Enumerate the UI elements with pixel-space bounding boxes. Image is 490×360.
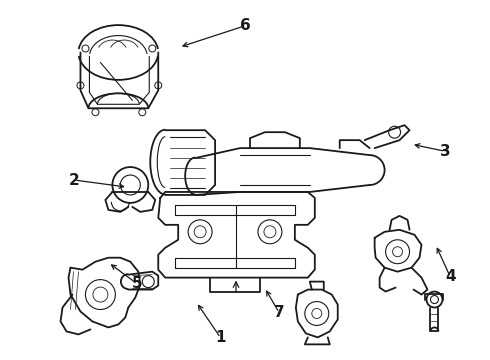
Text: 3: 3 [440,144,451,159]
Text: 1: 1 [215,330,226,345]
Text: 6: 6 [240,18,250,33]
Text: 2: 2 [69,172,79,188]
Text: 5: 5 [132,276,143,292]
Text: 4: 4 [445,269,456,284]
Text: 7: 7 [274,305,285,320]
